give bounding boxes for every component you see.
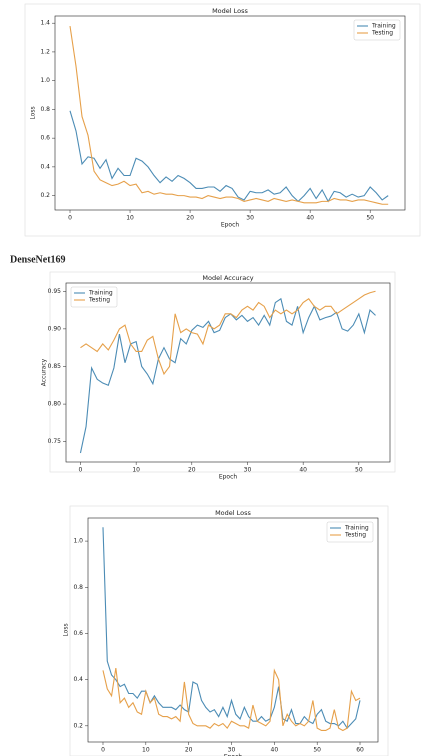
legend-label: Training: [371, 23, 396, 30]
legend-label: Testing: [344, 532, 366, 539]
figure-frame: [24, 3, 421, 237]
y-tick-label: 0.4: [73, 676, 83, 683]
series-line: [80, 290, 376, 376]
y-tick-label: 0.2: [73, 722, 83, 729]
x-axis-label: Epoch: [219, 474, 238, 481]
legend-box: [326, 521, 374, 543]
x-tick-label: 0: [79, 467, 83, 474]
y-tick-label: 1.4: [40, 20, 50, 27]
x-tick-label: 10: [142, 747, 150, 754]
plot-frame: [87, 517, 379, 743]
legend-box: [70, 286, 118, 308]
x-tick-label: 0: [68, 215, 72, 222]
legend-label: Training: [88, 290, 113, 297]
y-tick-label: 0.90: [48, 325, 62, 332]
y-tick-label: 0.85: [48, 363, 62, 370]
x-tick-label: 50: [313, 747, 321, 754]
x-tick-label: 40: [306, 215, 314, 222]
x-axis-label: Epoch: [221, 222, 240, 229]
series-line: [69, 25, 389, 205]
y-axis-label: Loss: [63, 623, 70, 636]
y-axis-label: Accuracy: [41, 358, 48, 386]
x-axis-label: Epoch: [224, 754, 243, 756]
x-tick-label: 30: [228, 747, 236, 754]
plot-frame: [65, 282, 391, 463]
series-line: [79, 297, 376, 454]
y-tick-label: 0.6: [73, 630, 83, 637]
x-tick-label: 40: [271, 747, 279, 754]
x-tick-label: 20: [185, 747, 193, 754]
y-tick-label: 0.6: [40, 135, 50, 142]
y-axis-label: Loss: [30, 106, 37, 119]
legend-label: Testing: [371, 30, 393, 37]
y-tick-label: 1.2: [40, 48, 50, 55]
x-tick-label: 20: [186, 215, 194, 222]
x-tick-label: 50: [366, 215, 374, 222]
series-line: [102, 668, 361, 732]
y-tick-label: 0.8: [73, 584, 83, 591]
y-tick-label: 0.75: [48, 438, 62, 445]
y-tick-label: 0.95: [48, 288, 62, 295]
chart-title: Model Accuracy: [202, 274, 253, 282]
x-tick-label: 50: [355, 467, 363, 474]
x-tick-label: 0: [101, 747, 105, 754]
x-tick-label: 10: [132, 467, 140, 474]
series-line: [69, 110, 389, 203]
x-tick-label: 20: [188, 467, 196, 474]
figure-frame: [69, 505, 389, 756]
y-tick-label: 0.8: [40, 106, 50, 113]
x-tick-label: 10: [126, 215, 134, 222]
y-tick-label: 0.4: [40, 163, 50, 170]
legend-label: Training: [344, 525, 369, 532]
x-tick-label: 60: [356, 747, 364, 754]
legend-label: Testing: [88, 297, 110, 304]
plot-frame: [54, 15, 406, 211]
x-tick-label: 30: [244, 467, 252, 474]
x-tick-label: 40: [299, 467, 307, 474]
y-tick-label: 0.80: [48, 401, 62, 408]
x-tick-label: 30: [246, 215, 254, 222]
model-heading: DenseNet169: [10, 254, 66, 265]
chart-title: Model Loss: [215, 509, 251, 517]
y-tick-label: 0.2: [40, 192, 50, 199]
y-tick-label: 1.0: [40, 77, 50, 84]
legend-box: [353, 19, 401, 41]
chart-title: Model Loss: [212, 7, 248, 15]
y-tick-label: 1.0: [73, 538, 83, 545]
